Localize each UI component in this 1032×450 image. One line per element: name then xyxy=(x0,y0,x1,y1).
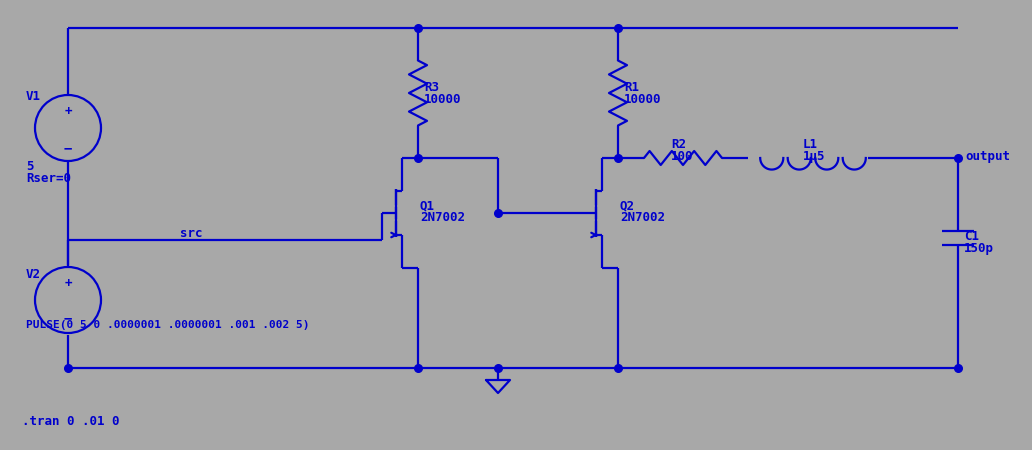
Text: .tran 0 .01 0: .tran 0 .01 0 xyxy=(22,415,120,428)
Text: Rser=0: Rser=0 xyxy=(26,172,71,185)
Text: R2: R2 xyxy=(671,138,686,151)
Text: 10000: 10000 xyxy=(424,93,461,106)
Text: R3: R3 xyxy=(424,81,439,94)
Text: 2N7002: 2N7002 xyxy=(620,211,665,224)
Text: 1μ5: 1μ5 xyxy=(803,150,826,163)
Text: −: − xyxy=(64,311,72,325)
Text: src: src xyxy=(180,227,202,240)
Text: 100: 100 xyxy=(671,150,694,163)
Text: +: + xyxy=(64,105,72,118)
Text: R1: R1 xyxy=(624,81,639,94)
Text: 10000: 10000 xyxy=(624,93,662,106)
Text: +: + xyxy=(64,278,72,291)
Text: L1: L1 xyxy=(803,138,818,151)
Text: PULSE(0 5 0 .0000001 .0000001 .001 .002 5): PULSE(0 5 0 .0000001 .0000001 .001 .002 … xyxy=(26,320,310,330)
Text: 150p: 150p xyxy=(964,242,994,255)
Text: −: − xyxy=(64,141,72,155)
Text: Q1: Q1 xyxy=(420,199,436,212)
Text: output: output xyxy=(965,150,1010,163)
Text: C1: C1 xyxy=(964,230,979,243)
Text: Q2: Q2 xyxy=(620,199,635,212)
Text: 5: 5 xyxy=(26,160,33,173)
Text: 2N7002: 2N7002 xyxy=(420,211,465,224)
Text: V1: V1 xyxy=(26,90,41,103)
Text: V2: V2 xyxy=(26,268,41,281)
